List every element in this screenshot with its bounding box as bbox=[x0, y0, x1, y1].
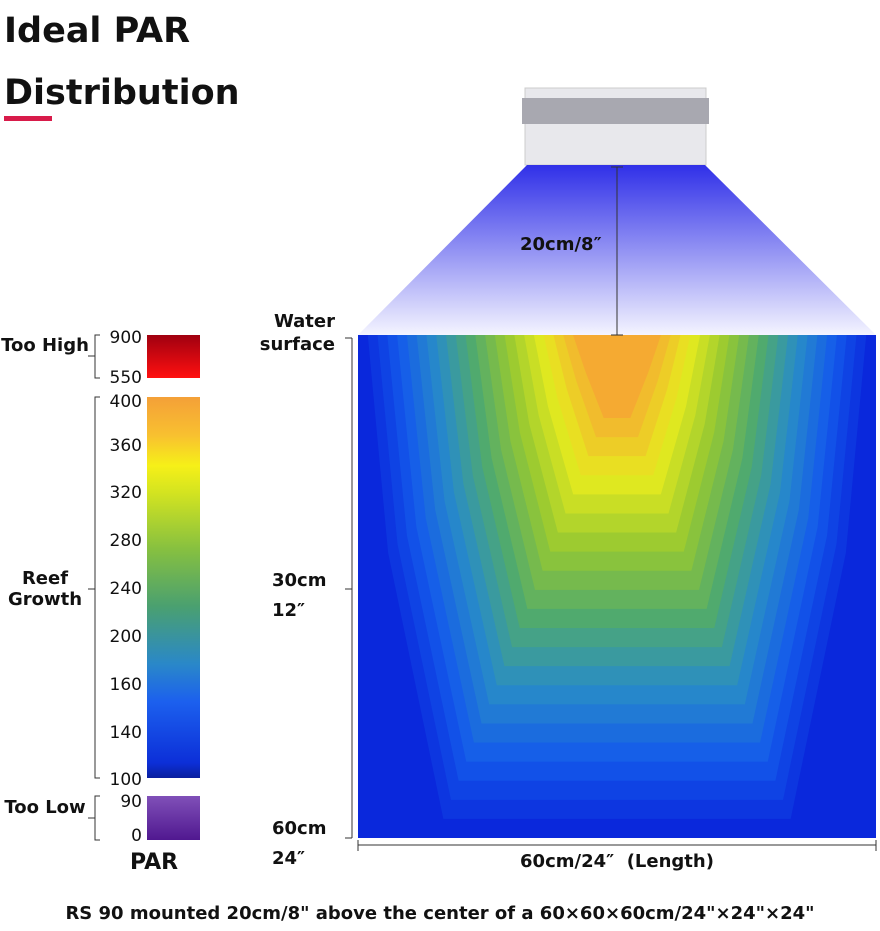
mount-label: 20cm/8″ bbox=[520, 234, 602, 255]
caption: RS 90 mounted 20cm/8" above the center o… bbox=[65, 903, 815, 924]
group-label: Too Low bbox=[4, 797, 86, 818]
tick-label: 0 bbox=[131, 826, 142, 846]
group-label: Too High bbox=[1, 335, 89, 356]
length-label: 60cm/24″ (Length) bbox=[520, 851, 714, 872]
par-map bbox=[358, 335, 876, 838]
tick-label: 160 bbox=[109, 675, 142, 695]
tick-label: 240 bbox=[109, 579, 142, 599]
title-underline bbox=[4, 116, 52, 121]
too-low-bar bbox=[147, 796, 200, 840]
reef-growth-bar bbox=[147, 397, 200, 778]
tick-label: 360 bbox=[109, 436, 142, 456]
fixture-fins bbox=[522, 98, 709, 124]
group-label: Reef Growth bbox=[7, 568, 83, 610]
tick-label: 550 bbox=[109, 368, 142, 388]
scale-title: PAR bbox=[130, 850, 179, 875]
tick-label: 320 bbox=[109, 483, 142, 503]
title: Ideal PAR Distribution bbox=[4, 11, 240, 113]
par-band bbox=[573, 335, 661, 418]
tick-label: 900 bbox=[109, 328, 142, 348]
tick-label: 90 bbox=[120, 792, 142, 812]
dimension-lines bbox=[88, 166, 877, 851]
tick-label: 200 bbox=[109, 627, 142, 647]
mid-depth-label: 30cm 12″ bbox=[272, 570, 327, 621]
too-high-bar bbox=[147, 335, 200, 378]
tick-label: 280 bbox=[109, 531, 142, 551]
tick-label: 100 bbox=[109, 770, 142, 790]
bottom-depth-label: 60cm 24″ bbox=[272, 818, 327, 869]
tick-label: 400 bbox=[109, 392, 142, 412]
tick-label: 140 bbox=[109, 723, 142, 743]
water-label: Water surface bbox=[259, 311, 335, 355]
